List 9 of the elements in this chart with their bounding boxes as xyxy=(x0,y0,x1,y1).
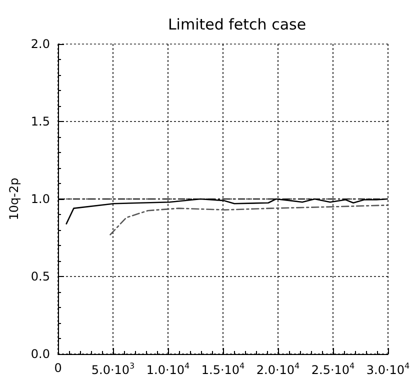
y-tick-label: 2.0 xyxy=(30,37,50,51)
x-tick-label: 0 xyxy=(54,361,62,375)
y-axis-title: 10q-2p xyxy=(7,178,22,220)
line-series xyxy=(110,204,388,236)
y-tick-label: 1.0 xyxy=(30,192,50,206)
y-tick-label: 0.0 xyxy=(30,347,50,361)
chart-title: Limited fetch case xyxy=(168,16,306,34)
y-tick-label: 1.5 xyxy=(30,114,50,128)
y-tick-label: 0.5 xyxy=(30,270,50,284)
